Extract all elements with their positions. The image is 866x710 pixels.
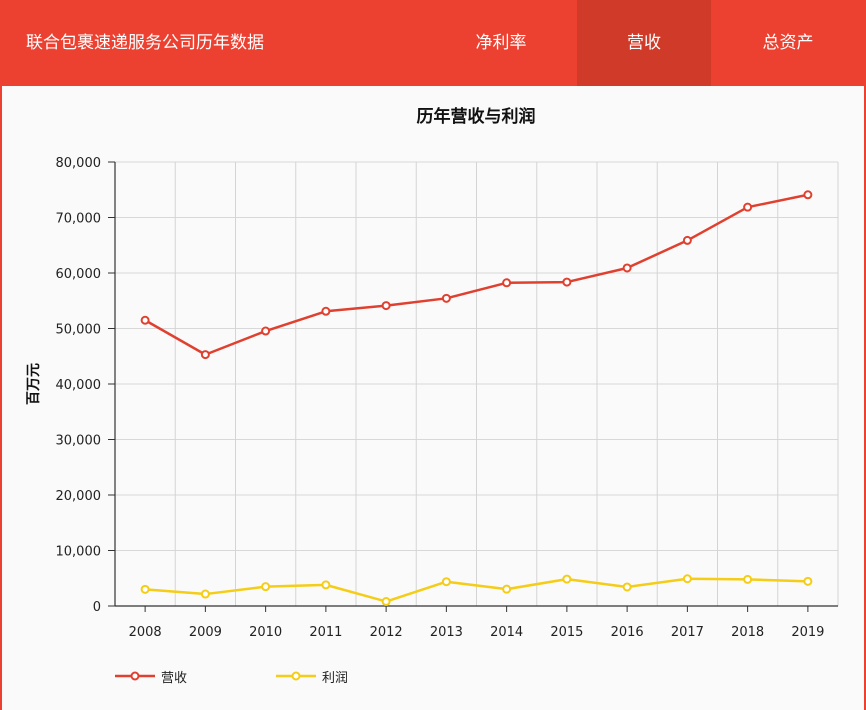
app-title: 联合包裹速递服务公司历年数据 xyxy=(26,33,264,53)
data-point[interactable] xyxy=(441,293,451,303)
y-tick-label: 0 xyxy=(93,600,101,615)
tab-total-assets[interactable]: 总资产 xyxy=(762,33,814,53)
data-point[interactable] xyxy=(381,301,391,311)
series-line xyxy=(144,193,809,356)
y-tick-label: 50,000 xyxy=(56,323,102,338)
legend-item-revenue[interactable]: 营收 xyxy=(115,664,187,688)
data-point[interactable] xyxy=(261,326,271,336)
y-tick-label: 80,000 xyxy=(56,156,102,171)
chart-axes: 0 10,000 20,000 30,000 40,000 50,000 60,000 70,… xyxy=(56,156,838,640)
data-point[interactable] xyxy=(622,263,632,273)
data-point[interactable] xyxy=(140,584,150,594)
legend-line-marker-icon xyxy=(115,671,155,681)
data-point[interactable] xyxy=(743,202,753,212)
data-point[interactable] xyxy=(803,576,813,586)
x-tick-label: 2011 xyxy=(309,625,342,640)
chart-title: 历年营收与利润 xyxy=(416,107,536,127)
x-tick-label: 2009 xyxy=(189,625,222,640)
data-point[interactable] xyxy=(682,235,692,245)
series-line xyxy=(145,577,808,603)
data-point[interactable] xyxy=(381,597,391,607)
x-tick-label: 2015 xyxy=(550,625,583,640)
y-tick-label: 20,000 xyxy=(56,489,102,504)
legend-label-revenue: 营收 xyxy=(161,670,188,686)
y-tick-label: 70,000 xyxy=(56,212,102,227)
data-point[interactable] xyxy=(682,574,692,584)
x-tick-label: 2010 xyxy=(249,625,282,640)
data-point[interactable] xyxy=(502,584,512,594)
y-axis-label: 百万元 xyxy=(26,363,42,405)
data-point[interactable] xyxy=(622,582,632,592)
data-point[interactable] xyxy=(441,577,451,587)
y-tick-label: 10,000 xyxy=(56,545,102,560)
x-tick-label: 2017 xyxy=(671,625,704,640)
x-tick-label: 2012 xyxy=(370,625,403,640)
data-point[interactable] xyxy=(321,580,331,590)
data-point[interactable] xyxy=(743,574,753,584)
y-tick-label: 30,000 xyxy=(56,434,102,449)
y-tick-label: 60,000 xyxy=(56,267,102,282)
data-point[interactable] xyxy=(502,278,512,288)
legend-label-profit: 利润 xyxy=(322,670,349,686)
data-point[interactable] xyxy=(200,350,210,360)
x-tick-label: 2013 xyxy=(430,625,463,640)
data-point[interactable] xyxy=(261,582,271,592)
x-tick-label: 2018 xyxy=(731,625,764,640)
y-tick-label: 40,000 xyxy=(56,378,102,393)
x-tick-label: 2016 xyxy=(611,625,644,640)
legend-item-profit[interactable]: 利润 xyxy=(276,664,348,688)
data-point[interactable] xyxy=(200,589,210,599)
tab-net-margin[interactable]: 净利率 xyxy=(475,33,527,53)
data-point[interactable] xyxy=(321,306,331,316)
data-point[interactable] xyxy=(562,574,572,584)
chart-grid xyxy=(115,161,839,606)
top-nav-bar: 联合包裹速递服务公司历年数据 净利率 营收 总资产 xyxy=(0,0,866,86)
x-tick-label: 2019 xyxy=(791,625,824,640)
chart-series xyxy=(140,190,813,607)
legend-line-marker-icon xyxy=(276,671,316,681)
x-tick-label: 2014 xyxy=(490,625,523,640)
tab-revenue[interactable]: 营收 xyxy=(577,0,711,86)
x-tick-label: 2008 xyxy=(129,625,162,640)
data-point[interactable] xyxy=(562,277,572,287)
data-point[interactable] xyxy=(140,315,150,325)
data-point[interactable] xyxy=(803,190,813,200)
